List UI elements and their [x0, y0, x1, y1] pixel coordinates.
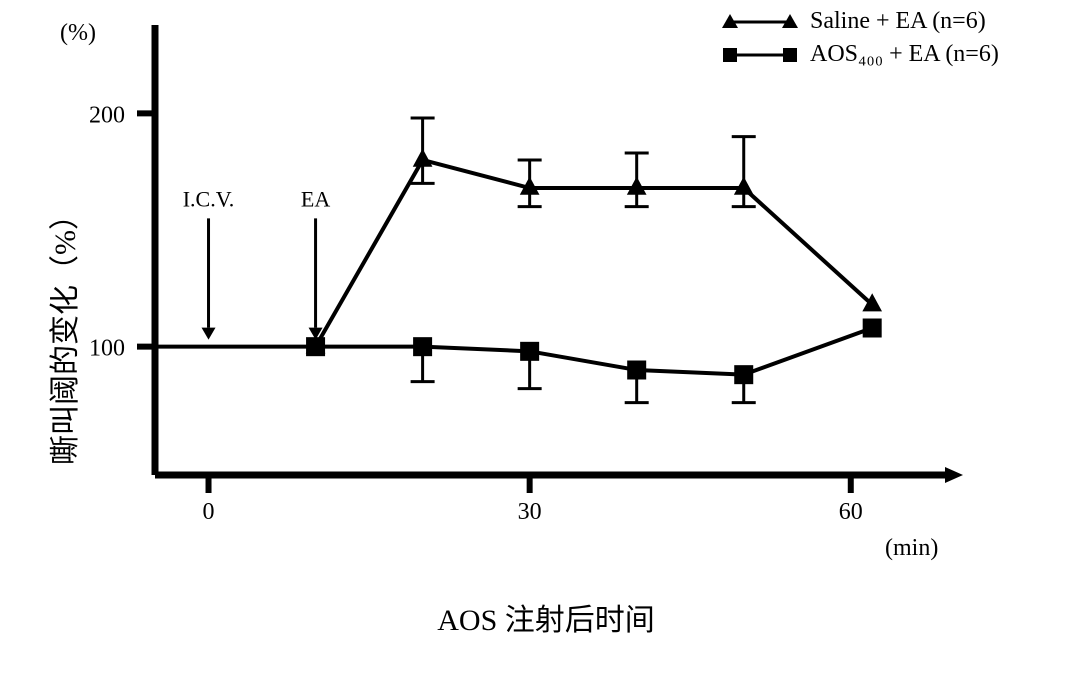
legend-swatch: [720, 43, 800, 67]
marker-square: [307, 338, 325, 356]
legend-label: AOS₄₀₀ + EA (n=6): [810, 41, 999, 68]
x-tick-label: 30: [518, 499, 542, 525]
x-axis-arrow: [945, 467, 963, 483]
marker-triangle: [628, 178, 646, 195]
legend: Saline + EA (n=6) AOS₄₀₀ + EA (n=6): [720, 8, 999, 74]
series-aos_ea: [307, 319, 882, 403]
marker-square: [735, 366, 753, 384]
series-line: [316, 160, 873, 347]
series-saline_ea: [307, 118, 882, 353]
annotation-label: I.C.V.: [183, 186, 235, 211]
x-tick-label: 0: [203, 499, 215, 525]
chart-container: 10020003060I.C.V.EA 嘶叫阈的变化（%） (%) (min) …: [0, 0, 1092, 687]
marker-triangle: [414, 150, 432, 167]
x-axis-label: AOS 注射后时间: [0, 595, 1092, 639]
marker-square: [521, 342, 539, 360]
legend-item: AOS₄₀₀ + EA (n=6): [720, 41, 999, 68]
x-axis-unit: (min): [885, 535, 938, 562]
legend-item: Saline + EA (n=6): [720, 8, 999, 35]
line-chart: 100 200 0 30 60 I.C.V. EA: [0, 0, 1092, 687]
marker-square: [863, 319, 881, 337]
marker-triangle: [735, 178, 753, 195]
x-tick-label: 60: [839, 499, 863, 525]
legend-label: Saline + EA (n=6): [810, 8, 986, 35]
y-axis-unit: (%): [60, 20, 96, 47]
marker-square: [414, 338, 432, 356]
annotation-arrowhead: [202, 328, 216, 340]
y-tick-label: 100: [89, 336, 125, 362]
series-line: [316, 328, 873, 375]
marker-square: [628, 361, 646, 379]
annotation-label: EA: [301, 186, 330, 211]
y-tick-label: 200: [89, 102, 125, 128]
legend-swatch: [720, 10, 800, 34]
y-axis-label: 嘶叫阈的变化（%）: [40, 200, 84, 465]
